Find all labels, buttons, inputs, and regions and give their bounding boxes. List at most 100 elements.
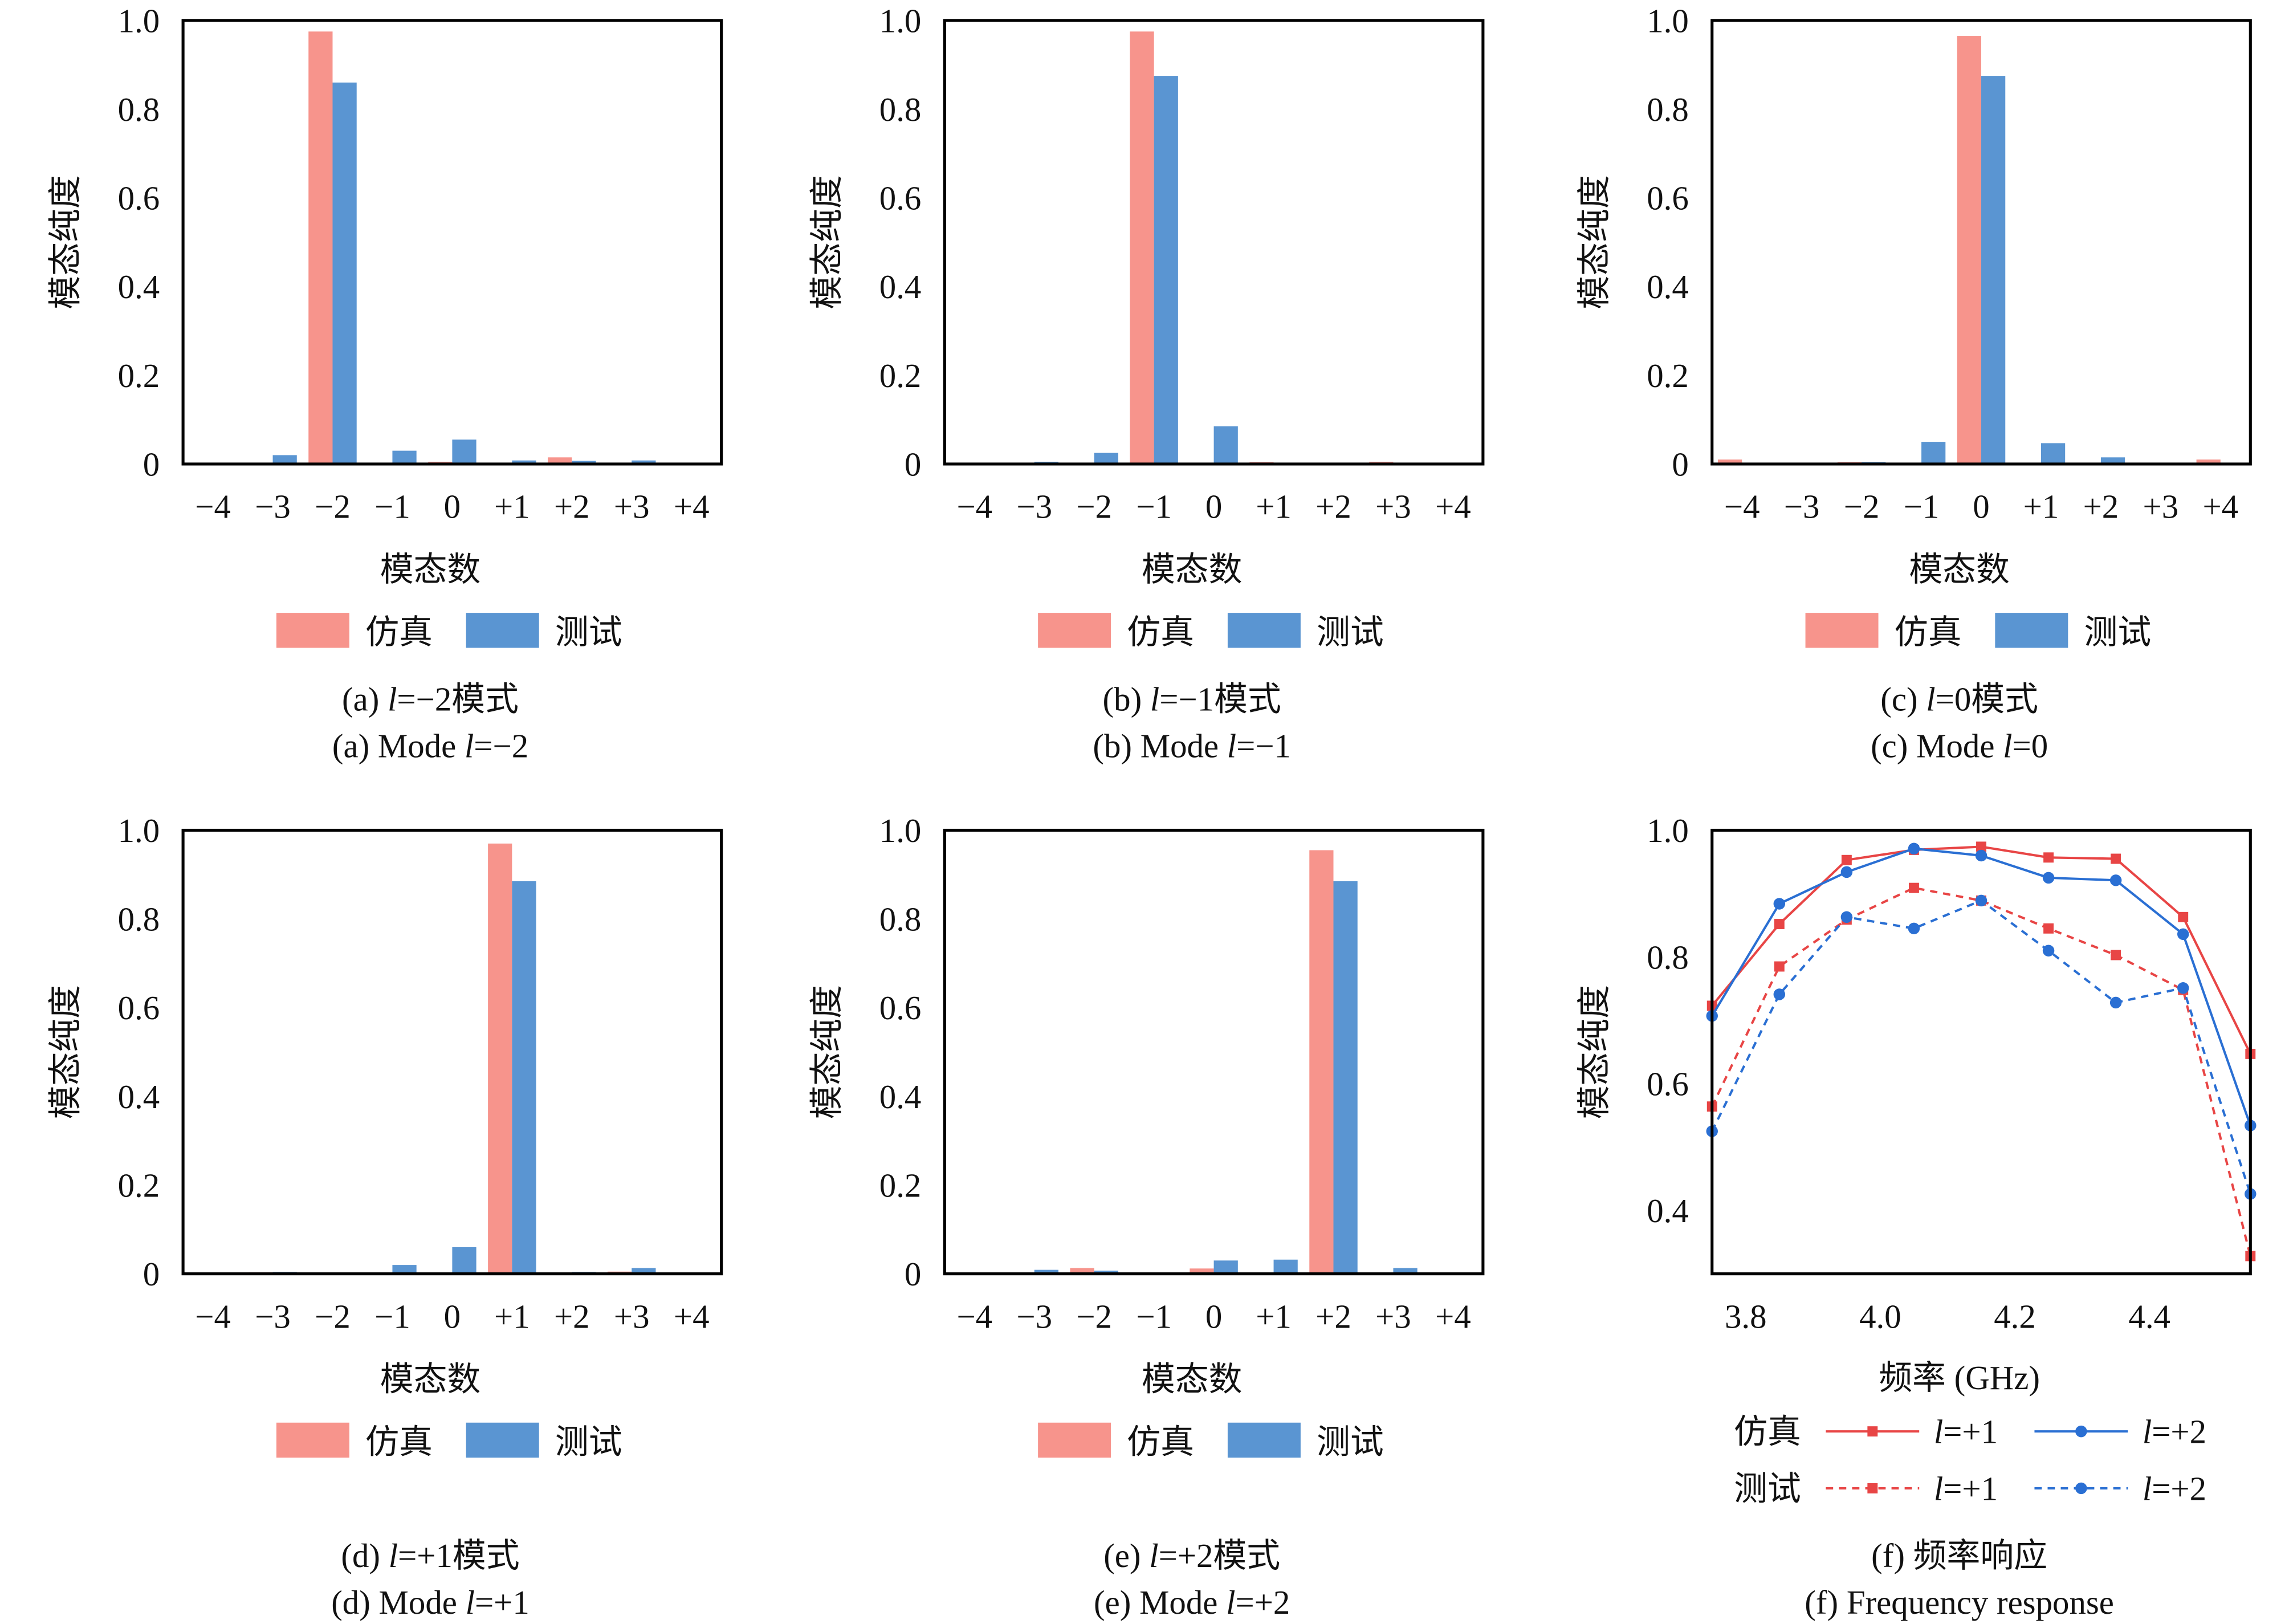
bar-sim	[548, 457, 572, 464]
legend-label-sim: 仿真	[1127, 614, 1194, 651]
y-tick-label: 0.6	[879, 180, 922, 217]
plot-frame	[943, 828, 1485, 1276]
x-tick-label: −3	[255, 489, 291, 526]
marker-square	[1774, 919, 1785, 929]
marker-square	[1774, 961, 1785, 972]
x-axis-label: 频率 (GHz)	[1879, 1360, 2040, 1397]
plot-frame	[181, 828, 723, 1276]
caption-cn-part: =0模式	[1936, 681, 2038, 718]
y-tick-label: 1.0	[1647, 2, 1689, 39]
caption-en-part: l	[1227, 728, 1236, 765]
caption-cn-part: =+1模式	[398, 1537, 520, 1574]
series-line	[1710, 847, 2252, 1126]
bar-test	[1154, 76, 1178, 464]
x-tick-label: −4	[956, 1298, 992, 1335]
x-tick-label: +4	[674, 1298, 710, 1335]
y-tick-label: 0.8	[879, 91, 922, 128]
bar-test	[632, 1268, 656, 1274]
legend-rest: =+1	[1943, 1470, 1998, 1507]
x-tick-label: 0	[1973, 489, 1989, 526]
plot-frame	[943, 19, 1485, 466]
legend-swatch-test	[1995, 613, 2068, 648]
bar-test	[1921, 442, 1946, 464]
bar-test	[1333, 881, 1358, 1274]
legend-rest: =+2	[2152, 1470, 2206, 1507]
bar-test	[1213, 426, 1238, 464]
legend-label-test: 测试	[2084, 614, 2151, 651]
marker-square	[2043, 923, 2054, 934]
x-tick-label: −1	[1136, 1298, 1172, 1335]
bar-test	[572, 461, 596, 464]
series-line	[1710, 886, 2252, 1257]
x-tick-label: −4	[195, 489, 231, 526]
marker-circle	[2109, 996, 2122, 1009]
caption-en-part: (b) Mode	[1093, 728, 1227, 765]
x-tick-label: 4.4	[2128, 1298, 2170, 1335]
caption-cn-part: =+2模式	[1159, 1537, 1281, 1574]
legend-label-test: 测试	[555, 1424, 622, 1461]
panel-c: 模态纯度 0 0.2 0.4 0.6 0.8 1.0 −4 −3 −2 −1 0 +1 +2 +3 +4 模态数…	[1576, 2, 2252, 765]
legend-marker-square	[1867, 1426, 1878, 1437]
y-axis-label: 模态纯度	[808, 985, 845, 1119]
caption-en-part: =−1	[1236, 728, 1291, 765]
caption-cn-part: l	[1149, 1537, 1158, 1574]
x-tick-label: 0	[1205, 489, 1222, 526]
x-tick-label: −2	[1076, 1298, 1112, 1335]
legend-label-test: 测试	[1317, 614, 1384, 651]
caption-en-part: (f) Frequency response	[1805, 1584, 2114, 1621]
x-tick-label: +2	[554, 489, 590, 526]
legend-label-test: 测试	[555, 614, 622, 651]
bar-test	[332, 82, 357, 465]
x-tick-label: −3	[255, 1298, 291, 1335]
x-tick-label: +3	[614, 489, 650, 526]
bar-test	[2040, 443, 2066, 464]
y-tick-label: 0.4	[1647, 1192, 1689, 1230]
y-tick-label: 0.8	[1647, 939, 1689, 976]
bar-test	[1034, 1269, 1058, 1274]
series-line	[1710, 899, 2252, 1195]
x-tick-label: +2	[554, 1298, 590, 1335]
legend-series-label: l=+1	[1934, 1414, 1998, 1451]
caption-cn: (b) l=−1模式	[1103, 681, 1281, 718]
y-tick-label: 0.2	[879, 357, 922, 394]
y-tick-label: 0.6	[1647, 180, 1689, 217]
legend-label-sim: 仿真	[365, 1424, 433, 1461]
legend-series-label: l=+2	[2143, 1470, 2206, 1507]
caption-cn-part: l	[1926, 681, 1935, 718]
caption-cn-part: l	[1150, 681, 1159, 718]
y-tick-label: 1.0	[879, 2, 922, 39]
bar-test	[452, 439, 476, 464]
x-tick-label: −1	[374, 489, 410, 526]
x-tick-label: +4	[2203, 489, 2239, 526]
caption-cn-part: (a)	[342, 681, 388, 718]
bar-test	[392, 450, 417, 464]
y-axis-label: 模态纯度	[1576, 985, 1613, 1119]
x-tick-label: −4	[195, 1298, 231, 1335]
caption-en-part: (e) Mode	[1094, 1584, 1226, 1621]
panel-e: 模态纯度 0 0.2 0.4 0.6 0.8 1.0 −4 −3 −2 −1 0 +1 +2 +3 +4 模态数…	[808, 812, 1485, 1621]
x-tick-label: 0	[1205, 1298, 1222, 1335]
x-tick-label: −3	[1016, 489, 1052, 526]
bar-test	[1094, 453, 1118, 464]
legend-swatch-sim	[276, 1422, 349, 1458]
bar-test	[632, 460, 656, 464]
marker-circle	[1840, 866, 1853, 878]
bar-test	[1393, 1268, 1418, 1274]
bar-test	[512, 881, 536, 1274]
y-tick-label: 0.8	[118, 901, 160, 938]
caption-cn-part: (d)	[341, 1537, 388, 1574]
panel-a: 模态纯度 0 0.2 0.4 0.6 0.8 1.0 −4 −3 −2 −1 0 +1 +2 +3 +4 模态数…	[47, 2, 723, 765]
y-tick-label: 1.0	[118, 2, 160, 39]
y-tick-label: 1.0	[1647, 812, 1689, 849]
caption-cn-part: =−1模式	[1159, 681, 1281, 718]
y-tick-label: 0	[143, 1256, 160, 1293]
caption-en-part: =+2	[1235, 1584, 1290, 1621]
caption-cn-part: (b)	[1103, 681, 1150, 718]
marker-circle	[2042, 945, 2055, 957]
marker-square	[1841, 854, 1852, 865]
x-tick-label: −1	[1904, 489, 1940, 526]
x-tick-label: 0	[444, 1298, 461, 1335]
marker-square	[1908, 882, 1919, 893]
x-axis-label: 模态数	[1142, 1361, 1243, 1398]
